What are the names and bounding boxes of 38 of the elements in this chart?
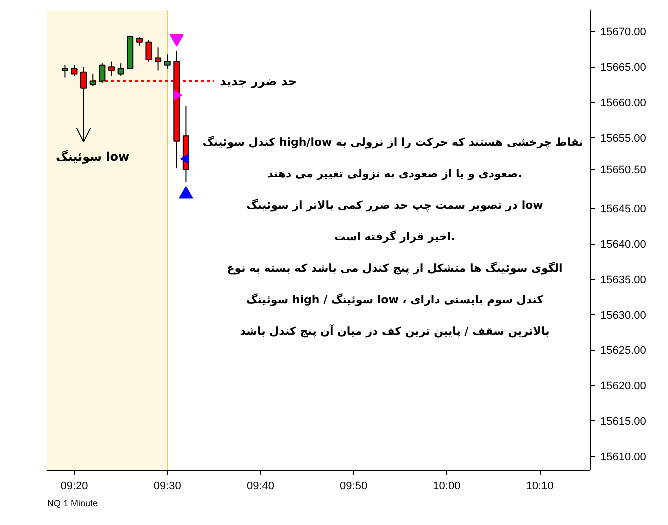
y-tick-label: 15660.00 bbox=[600, 98, 646, 110]
y-tick-label: 15645.00 bbox=[600, 204, 646, 216]
y-tick-label: 15625.00 bbox=[600, 345, 646, 358]
candlestick bbox=[164, 54, 171, 70]
y-tick-label: 15670.00 bbox=[600, 26, 646, 39]
annotation: بالاترین سقف / پایین ترین کف در میان آن پنج کندل باشد bbox=[240, 324, 550, 338]
series-label: حد ضرر جدید bbox=[220, 74, 298, 88]
candlestick bbox=[118, 63, 124, 76]
candlestick bbox=[90, 74, 96, 88]
y-tick-label: 15630.00 bbox=[600, 310, 646, 322]
annotation: صعودی و یا از صعودی به نزولی تغییر می دهند. bbox=[268, 168, 522, 180]
candlestick bbox=[154, 47, 162, 72]
annotation: کندل سوئینگ high/low نقاط چرخشی هستند که حرکت را از نزولی به bbox=[202, 136, 584, 149]
y-tick-label: 15620.00 bbox=[600, 380, 646, 393]
annotation: الگوی سوئینگ ها متشکل از پنج کندل می باشد که بسته به نوع bbox=[227, 262, 563, 275]
x-tick-label: 09:30 bbox=[154, 480, 182, 492]
candlestick bbox=[62, 64, 68, 78]
candlestick bbox=[71, 64, 78, 76]
candlestick bbox=[146, 40, 152, 62]
y-tick-label: 15610.00 bbox=[600, 451, 646, 464]
y-tick-label: 15655.00 bbox=[600, 132, 646, 145]
candlestick bbox=[108, 61, 116, 76]
annotation: سوئینگ low bbox=[56, 150, 130, 164]
x-tick-label: 10:10 bbox=[526, 480, 554, 492]
y-tick-label: 15640.00 bbox=[600, 239, 646, 252]
y-tick-label: 15635.00 bbox=[600, 274, 646, 286]
y-tick-label: 15650.50 bbox=[600, 164, 646, 177]
annotation: در تصویر سمت چپ حد ضرر کمی بالاتر از سوئینگ low bbox=[246, 199, 544, 212]
x-tick-label: 10:00 bbox=[433, 480, 461, 492]
candlestick bbox=[99, 63, 106, 84]
annotation: سوئینگ high / سوئینگ low ، کندل سوم بایستی دارای bbox=[246, 294, 544, 306]
y-tick-label: 15665.00 bbox=[600, 62, 646, 74]
text: NQ 1 Minute bbox=[48, 498, 98, 508]
y-tick-label: 15615.00 bbox=[600, 416, 646, 428]
annotation: اخیر قرار گرفته است. bbox=[334, 230, 456, 244]
x-tick-label: 09:20 bbox=[60, 480, 88, 492]
x-tick-label: 09:40 bbox=[246, 480, 274, 492]
x-tick-label: 09:50 bbox=[340, 480, 368, 492]
